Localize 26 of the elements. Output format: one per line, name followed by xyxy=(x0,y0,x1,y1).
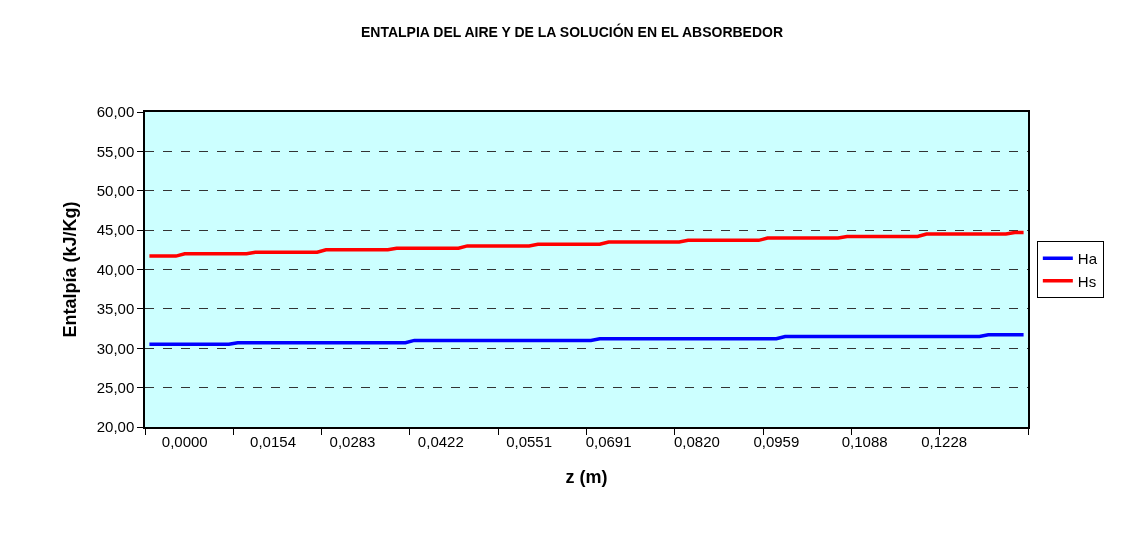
y-tick-label: 50,00 xyxy=(96,182,135,199)
y-tick-label: 30,00 xyxy=(96,339,135,357)
x-tick-label: 0,1088 xyxy=(841,432,888,450)
x-tick-label: 0,0000 xyxy=(161,432,208,450)
x-tick-label: 0,0422 xyxy=(417,432,464,450)
x-tick-label: 0,0959 xyxy=(753,432,800,450)
x-tick-label: 0,0154 xyxy=(250,432,296,450)
legend-label: Hs xyxy=(1077,272,1097,290)
x-axis-title: z (m) xyxy=(565,467,608,488)
y-axis-title: Entalpía (kJ/Kg) xyxy=(60,201,81,338)
x-tick-label: 0,0283 xyxy=(329,432,376,450)
y-tick-label: 25,00 xyxy=(96,378,135,396)
y-tick-label: 20,00 xyxy=(96,418,135,436)
y-tick-label: 45,00 xyxy=(96,221,135,239)
y-tick-label: 35,00 xyxy=(96,300,135,318)
x-tick-label: 0,1228 xyxy=(921,432,968,450)
x-tick-label: 0,0551 xyxy=(506,432,553,450)
y-tick-label: 55,00 xyxy=(96,142,135,160)
legend-label: Ha xyxy=(1077,250,1098,268)
line-series xyxy=(147,230,1026,258)
x-tick-label: 0,0691 xyxy=(585,432,632,450)
line-series xyxy=(147,333,1026,347)
chart-title: ENTALPIA DEL AIRE Y DE LA SOLUCIÓN EN EL ABSORBEDOR xyxy=(360,23,784,41)
x-tick-label: 0,0820 xyxy=(673,432,720,450)
y-tick-label: 40,00 xyxy=(96,260,135,278)
y-tick-label: 60,00 xyxy=(96,103,135,121)
